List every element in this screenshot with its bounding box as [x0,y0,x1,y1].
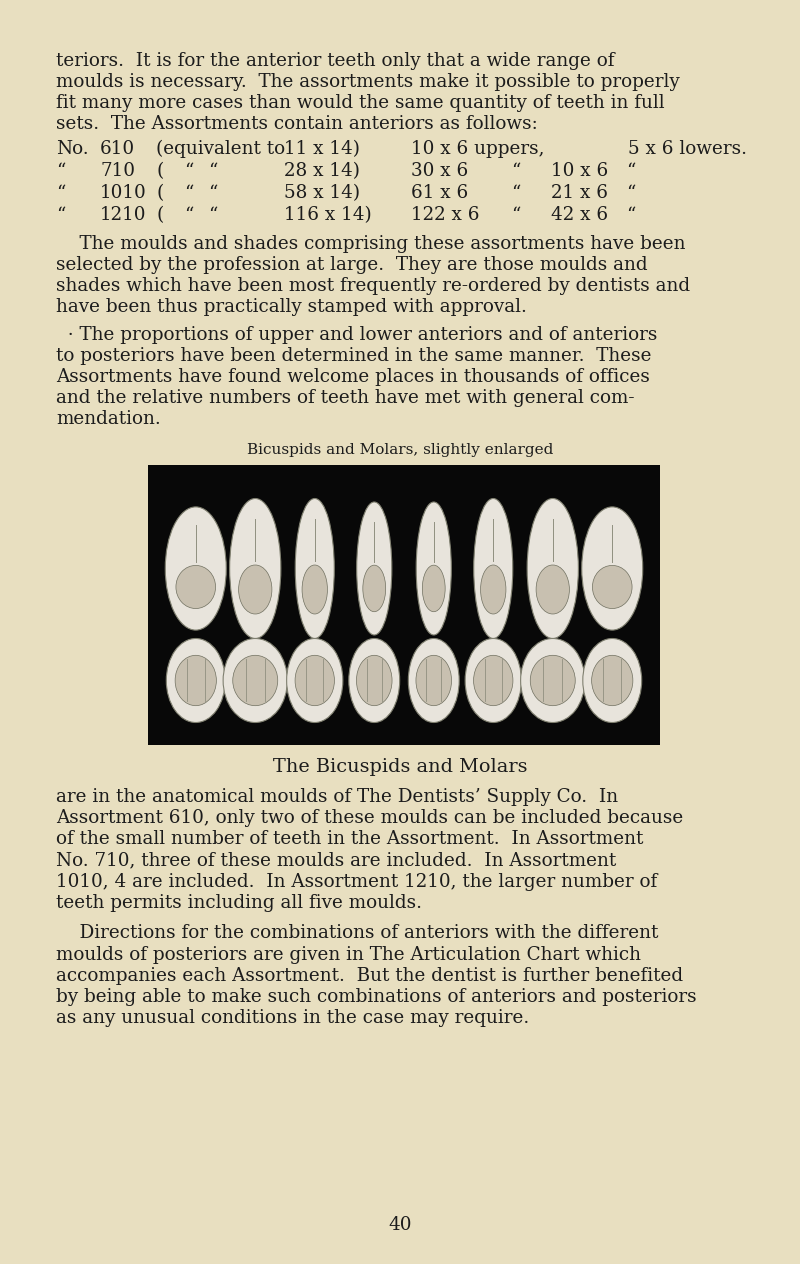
Text: as any unusual conditions in the case may require.: as any unusual conditions in the case ma… [56,1009,530,1026]
Ellipse shape [474,498,513,638]
Ellipse shape [422,565,445,612]
Text: “: “ [511,162,520,179]
Text: 11 x 14): 11 x 14) [284,139,360,158]
Ellipse shape [357,655,392,705]
Ellipse shape [295,498,334,638]
Text: · The proportions of upper and lower anteriors and of anteriors: · The proportions of upper and lower ant… [56,326,658,344]
Text: are in the anatomical moulds of The Dentists’ Supply Co.  In: are in the anatomical moulds of The Dent… [56,789,618,806]
Text: “: “ [56,185,66,202]
Text: “: “ [626,185,635,202]
Text: 28 x 14): 28 x 14) [284,162,360,179]
Text: “: “ [184,185,194,202]
Text: 5 x 6 lowers.: 5 x 6 lowers. [628,139,747,158]
Ellipse shape [223,638,287,723]
Text: 116 x 14): 116 x 14) [284,206,372,224]
Ellipse shape [582,638,642,723]
Text: 40: 40 [388,1216,412,1234]
Text: 10 x 6: 10 x 6 [551,162,608,179]
Ellipse shape [530,655,575,705]
Text: fit many more cases than would the same quantity of teeth in full: fit many more cases than would the same … [56,95,665,112]
Text: 21 x 6: 21 x 6 [551,185,608,202]
Bar [148,465,660,744]
Text: “: “ [184,162,194,179]
Text: 710: 710 [100,162,135,179]
Ellipse shape [521,638,585,723]
Text: teeth permits including all five moulds.: teeth permits including all five moulds. [56,894,422,911]
Ellipse shape [175,655,216,705]
Ellipse shape [474,655,513,705]
Text: 1010: 1010 [100,185,146,202]
Ellipse shape [233,655,278,705]
Text: No.: No. [56,139,89,158]
Text: 58 x 14): 58 x 14) [284,185,360,202]
Text: Directions for the combinations of anteriors with the different: Directions for the combinations of anter… [56,924,658,943]
Ellipse shape [166,507,226,629]
Text: No. 710, three of these moulds are included.  In Assortment: No. 710, three of these moulds are inclu… [56,852,616,870]
Text: sets.  The Assortments contain anteriors as follows:: sets. The Assortments contain anteriors … [56,115,538,134]
Text: “: “ [511,185,520,202]
Text: 1010, 4 are included.  In Assortment 1210, the larger number of: 1010, 4 are included. In Assortment 1210… [56,872,658,891]
Text: 42 x 6: 42 x 6 [551,206,608,224]
Text: 1210: 1210 [100,206,146,224]
Text: moulds is necessary.  The assortments make it possible to properly: moulds is necessary. The assortments mak… [56,73,680,91]
Text: moulds of posteriors are given in The Articulation Chart which: moulds of posteriors are given in The Ar… [56,945,641,963]
Text: “: “ [208,162,218,179]
Ellipse shape [465,638,522,723]
Text: “: “ [56,206,66,224]
Text: Assortment 610, only two of these moulds can be included because: Assortment 610, only two of these moulds… [56,809,683,828]
Ellipse shape [536,565,570,614]
Text: (equivalent to: (equivalent to [156,139,285,158]
Ellipse shape [582,507,642,629]
Ellipse shape [592,655,633,705]
Text: “: “ [626,206,635,224]
Text: “: “ [208,185,218,202]
Ellipse shape [349,638,400,723]
Text: The moulds and shades comprising these assortments have been: The moulds and shades comprising these a… [56,235,686,253]
Text: shades which have been most frequently re-ordered by dentists and: shades which have been most frequently r… [56,277,690,295]
Ellipse shape [416,502,451,635]
Ellipse shape [286,638,343,723]
Text: “: “ [511,206,520,224]
Text: 30 x 6: 30 x 6 [411,162,468,179]
Text: of the small number of teeth in the Assortment.  In Assortment: of the small number of teeth in the Asso… [56,830,643,848]
Text: Bicuspids and Molars, slightly enlarged: Bicuspids and Molars, slightly enlarged [247,442,553,456]
Text: (: ( [156,162,163,179]
Text: mendation.: mendation. [56,410,161,428]
Text: (: ( [156,206,163,224]
Ellipse shape [230,498,281,638]
Text: 610: 610 [100,139,135,158]
Ellipse shape [481,565,506,614]
Ellipse shape [302,565,327,614]
Ellipse shape [295,655,334,705]
Text: have been thus practically stamped with approval.: have been thus practically stamped with … [56,298,527,316]
Text: “: “ [208,206,218,224]
Ellipse shape [527,498,578,638]
Text: to posteriors have been determined in the same manner.  These: to posteriors have been determined in th… [56,346,651,364]
Ellipse shape [416,655,451,705]
Text: and the relative numbers of teeth have met with general com-: and the relative numbers of teeth have m… [56,389,634,407]
Text: 10 x 6 uppers,: 10 x 6 uppers, [411,139,545,158]
Ellipse shape [408,638,459,723]
Ellipse shape [363,565,386,612]
Text: “: “ [56,162,66,179]
Text: teriors.  It is for the anterior teeth only that a wide range of: teriors. It is for the anterior teeth on… [56,52,614,70]
Text: “: “ [184,206,194,224]
Text: (: ( [156,185,163,202]
Text: Assortments have found welcome places in thousands of offices: Assortments have found welcome places in… [56,368,650,386]
Text: selected by the profession at large.  They are those moulds and: selected by the profession at large. The… [56,255,648,274]
Text: by being able to make such combinations of anteriors and posteriors: by being able to make such combinations … [56,987,697,1006]
Ellipse shape [357,502,392,635]
Ellipse shape [238,565,272,614]
Text: “: “ [626,162,635,179]
Ellipse shape [176,565,215,608]
Ellipse shape [166,638,226,723]
Text: 122 x 6: 122 x 6 [411,206,479,224]
Ellipse shape [593,565,632,608]
Text: accompanies each Assortment.  But the dentist is further benefited: accompanies each Assortment. But the den… [56,967,683,985]
Text: The Bicuspids and Molars: The Bicuspids and Molars [273,757,527,776]
Text: 61 x 6: 61 x 6 [411,185,468,202]
